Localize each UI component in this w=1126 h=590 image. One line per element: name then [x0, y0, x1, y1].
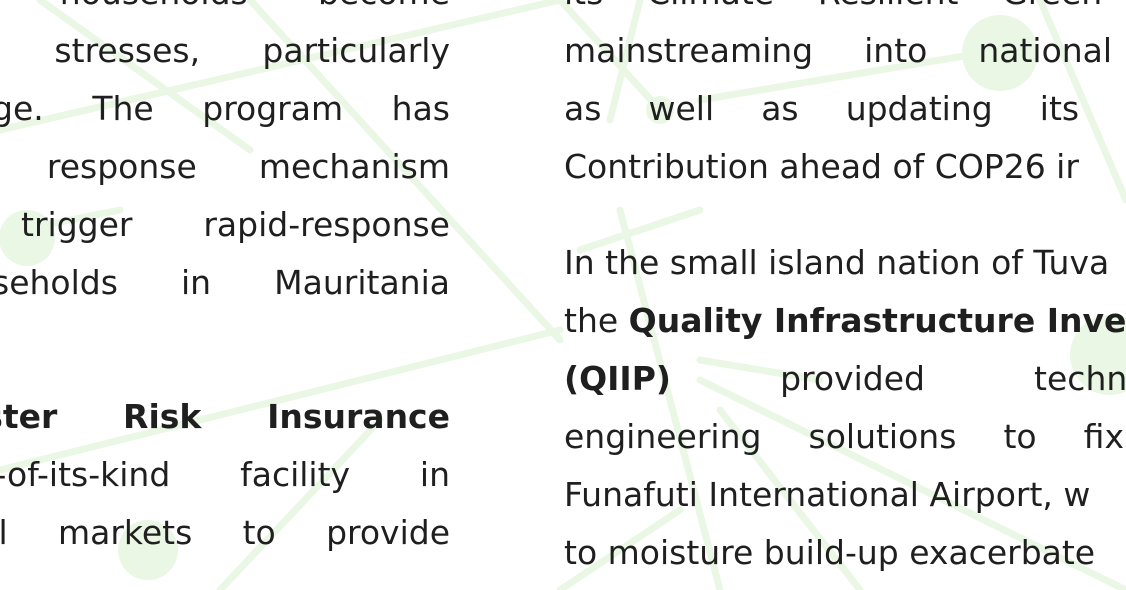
left-line-1: ible households become [0, 0, 450, 22]
right-line-10: to moisture build-up exacerbate [564, 533, 1096, 572]
left-line-8: first-of-its-kind facility in [0, 455, 450, 494]
left-line-2: and stresses, particularly [0, 31, 450, 70]
left-line-9: ncial markets to provide [0, 513, 450, 552]
paragraph-gap [0, 312, 450, 350]
left-line-4: ght response mechanism [0, 147, 450, 186]
left-line-bold-heading: isaster Risk Insurance [0, 397, 450, 436]
right-line-8: engineering solutions to fix t [564, 417, 1126, 456]
paragraph-gap [564, 196, 1126, 234]
right-line-9: Funafuti International Airport, w [564, 475, 1091, 514]
right-line-7-rest: provided technical [780, 359, 1126, 398]
right-line-2: mainstreaming into national d [564, 31, 1126, 70]
right-text-column: its Climate Resilient Green Lo mainstrea… [564, 0, 1126, 582]
left-line-5: o trigger rapid-response [0, 205, 450, 244]
qiip-name-bold: Quality Infrastructure Inves [628, 301, 1126, 340]
left-text-column: ible households become and stresses, par… [0, 0, 450, 562]
left-line-6: households in Mauritania [0, 263, 450, 302]
qiip-acronym-bold: (QIIP) [564, 359, 671, 398]
left-line-3: hange. The program has [0, 89, 450, 128]
right-line-3: as well as updating its Nat [564, 89, 1126, 128]
right-line-7: (QIIP) provided technical [564, 350, 1126, 408]
right-line-6-prefix: the [564, 301, 629, 340]
right-line-6: the Quality Infrastructure Inves [564, 292, 1126, 350]
right-line-1: its Climate Resilient Green Lo [564, 0, 1126, 22]
paragraph-gap [0, 350, 450, 388]
right-line-5: In the small island nation of Tuva [564, 243, 1110, 282]
right-line-4: Contribution ahead of COP26 ir [564, 147, 1079, 186]
